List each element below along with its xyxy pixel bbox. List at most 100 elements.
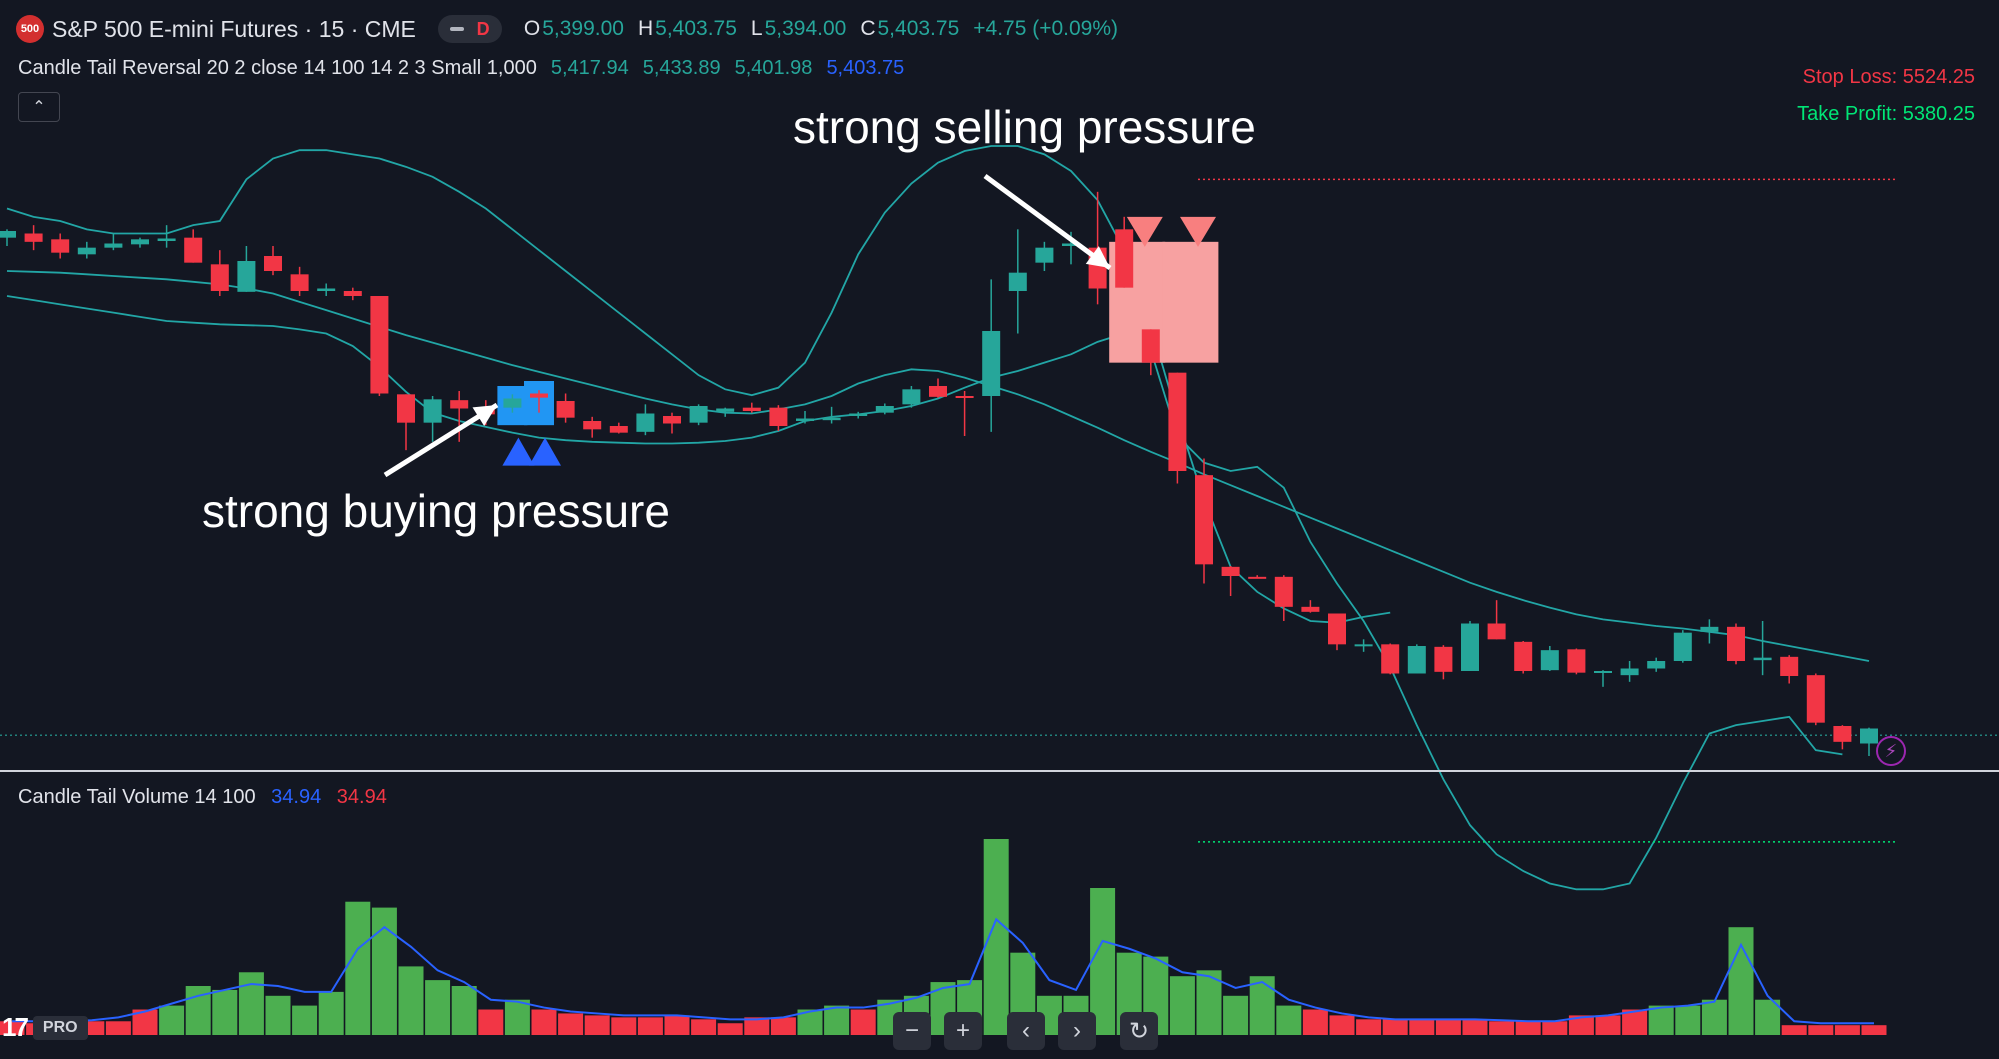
candle [210, 250, 229, 296]
ohlc-low-key: L [750, 17, 763, 40]
tradingview-logo[interactable]: 17 PRO [2, 1012, 88, 1043]
candle [370, 296, 389, 396]
candle-body [1461, 623, 1479, 671]
zoom-in-button[interactable]: + [944, 1012, 982, 1050]
candle [742, 402, 761, 413]
volume-bar [1169, 976, 1195, 1035]
mode-toggle[interactable]: D [437, 15, 502, 43]
candle-body [822, 417, 841, 421]
candle [902, 386, 921, 408]
volume-bar [637, 1017, 663, 1035]
symbol-title[interactable]: S&P 500 E-mini Futures · 15 · CME [52, 15, 416, 42]
candle [875, 403, 894, 415]
candle [317, 283, 336, 296]
candle-body [1168, 372, 1187, 471]
candle [1567, 648, 1586, 675]
indicator-name[interactable]: Candle Tail Reversal 20 2 close 14 100 1… [18, 57, 537, 79]
candle [131, 237, 149, 248]
candle [849, 411, 868, 419]
candle [1407, 644, 1426, 674]
candle [237, 246, 256, 292]
indicator-legend[interactable]: Candle Tail Reversal 20 2 close 14 100 1… [18, 57, 918, 80]
candle-body [1248, 576, 1267, 579]
ohlc-high-key: H [637, 17, 654, 40]
candle [1434, 645, 1453, 680]
volume-bar [451, 986, 477, 1035]
candle-body [423, 399, 442, 423]
candle-body [1806, 675, 1825, 723]
candle [1248, 575, 1267, 579]
candle [663, 412, 681, 434]
volume-value-red: 34.94 [336, 786, 387, 808]
candle-body [104, 243, 123, 248]
candle-body [343, 291, 362, 296]
sell-highlight-box [1162, 241, 1219, 363]
candle [1727, 623, 1745, 665]
mode-letter: D [476, 18, 490, 39]
volume-bar [1462, 1019, 1488, 1035]
volume-bar [1595, 1015, 1621, 1035]
candle-body [1540, 650, 1559, 671]
volume-bar [265, 995, 291, 1035]
candle-body [264, 256, 282, 271]
buying-pressure-annotation: strong buying pressure [202, 485, 670, 537]
signal-highlights [497, 241, 1219, 426]
volume-bar [1223, 995, 1249, 1035]
scroll-right-button[interactable]: › [1058, 1012, 1096, 1050]
candle-body [24, 233, 43, 242]
candle-body [1035, 247, 1054, 263]
candle-body [1567, 649, 1586, 673]
candle-body [317, 288, 336, 291]
volume-bar [1356, 1019, 1382, 1035]
candle-body [875, 406, 894, 413]
candle [1860, 727, 1878, 756]
indicator-value-3: 5,401.98 [734, 57, 813, 79]
collapse-legend-button[interactable]: ⌃ [18, 92, 60, 122]
candle [822, 406, 841, 424]
volume-bar [105, 1021, 131, 1035]
volume-indicator-legend[interactable]: Candle Tail Volume 14 100 34.94 34.94 [18, 786, 387, 809]
volume-bars [0, 839, 1887, 1035]
indicator-value-1: 5,417.94 [550, 57, 629, 79]
candle-body [1434, 646, 1453, 672]
candle-body [609, 426, 628, 433]
candle-body [157, 238, 176, 241]
candle-body [636, 413, 655, 432]
chevron-up-icon: ⌃ [32, 99, 46, 116]
candle [1620, 661, 1639, 682]
candle-body [663, 416, 681, 424]
volume-bar [531, 1009, 557, 1035]
candle [1221, 566, 1240, 596]
candle [1168, 372, 1187, 484]
candle [1700, 619, 1719, 644]
zoom-out-button[interactable]: − [893, 1012, 931, 1050]
candle-body [1301, 606, 1320, 612]
volume-bar [1568, 1015, 1594, 1035]
symbol-legend[interactable]: 500 S&P 500 E-mini Futures · 15 · CME D … [16, 15, 1132, 43]
candle-body [1700, 626, 1719, 632]
volume-bar [159, 1005, 185, 1035]
volume-bar [478, 1009, 504, 1035]
candle-body [1221, 566, 1240, 576]
reset-chart-button[interactable]: ↻ [1120, 1012, 1158, 1050]
lightning-icon[interactable]: ⚡ [1876, 736, 1906, 766]
candle-body [769, 407, 788, 426]
candle [929, 378, 947, 398]
volume-bar [1755, 999, 1781, 1035]
scroll-left-button[interactable]: ‹ [1007, 1012, 1045, 1050]
volume-bar [558, 1013, 584, 1035]
candle-body [1008, 272, 1027, 291]
candle [1833, 725, 1852, 750]
ohlc-close-value: 5,403.75 [877, 17, 960, 40]
candle-body [1833, 726, 1852, 742]
candle-body [583, 421, 602, 430]
volume-bar [1249, 976, 1275, 1035]
volume-bar [1781, 1025, 1807, 1035]
volume-indicator-name[interactable]: Candle Tail Volume 14 100 [18, 786, 256, 808]
candle [1035, 241, 1054, 271]
candle [104, 233, 123, 251]
volume-bar [983, 839, 1009, 1035]
selling-arrow [983, 173, 1112, 271]
middle-band-line [6, 270, 1870, 662]
